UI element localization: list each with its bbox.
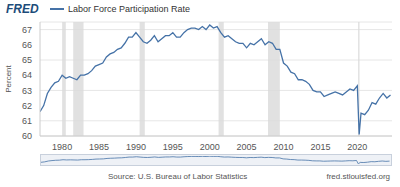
html-text:Labor Force Participation Rate: Labor Force Participation Rate bbox=[68, 4, 191, 14]
svg-text:1990: 1990 bbox=[126, 142, 146, 152]
svg-text:2010: 2010 bbox=[274, 142, 294, 152]
svg-text:2015: 2015 bbox=[310, 142, 330, 152]
svg-text:65: 65 bbox=[22, 55, 32, 65]
svg-text:Percent: Percent bbox=[8, 64, 13, 92]
svg-text:2000: 2000 bbox=[200, 142, 220, 152]
html-text:fred.stlouisfed.org: fred.stlouisfed.org bbox=[326, 172, 390, 181]
svg-text:1980: 1980 bbox=[52, 142, 72, 152]
svg-text:63: 63 bbox=[22, 86, 32, 96]
svg-text:2005: 2005 bbox=[237, 142, 257, 152]
svg-text:60: 60 bbox=[22, 131, 32, 141]
html-text:FRED: FRED bbox=[6, 2, 39, 16]
svg-text:67: 67 bbox=[22, 25, 32, 35]
svg-text:61: 61 bbox=[22, 116, 32, 126]
svg-text:1995: 1995 bbox=[163, 142, 183, 152]
svg-text:64: 64 bbox=[22, 70, 32, 80]
svg-text:62: 62 bbox=[22, 101, 32, 111]
svg-text:1985: 1985 bbox=[89, 142, 109, 152]
html-text:Source: U.S. Bureau of Labor S: Source: U.S. Bureau of Labor Statistics bbox=[108, 172, 248, 181]
svg-text:2020: 2020 bbox=[347, 142, 367, 152]
svg-text:66: 66 bbox=[22, 40, 32, 50]
